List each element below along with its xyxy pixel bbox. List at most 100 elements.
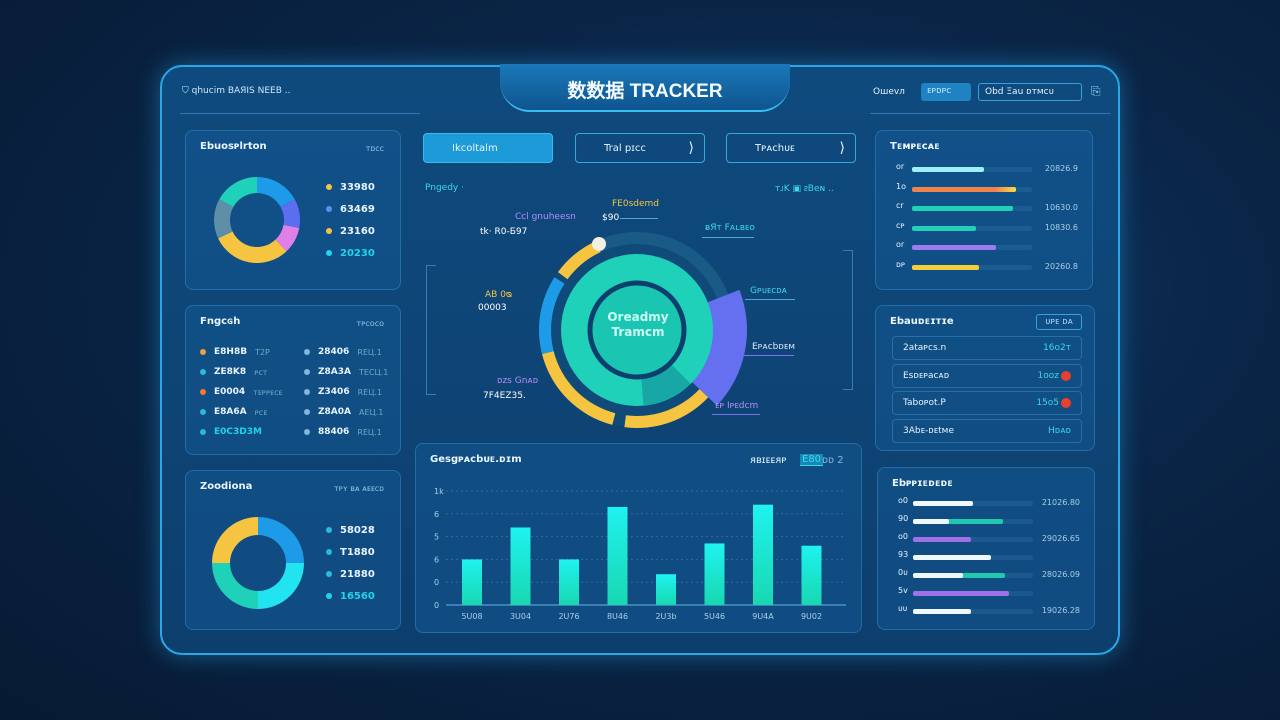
bullet-icon: [304, 349, 310, 355]
right-panel-bars-2: Ebᴘᴘɪᴇᴅᴇᴅᴇ ᴏ0 21026.80 90 ᴏ0 29026.65 93 0ᴜ 280…: [877, 467, 1095, 630]
ring-label-g-value: 00003: [478, 303, 507, 313]
tab-label: Tral pɪᴄᴄ: [604, 142, 646, 154]
bullet-icon: [304, 409, 310, 415]
leader-line: [702, 237, 754, 238]
item-meta: ᴘᴄᴇ: [254, 407, 268, 417]
tab-label: Tᴘᴀᴄhᴜᴇ: [755, 142, 795, 154]
list-item[interactable]: Z8A3A TECЦ.1: [304, 362, 388, 382]
center-chart-controls[interactable]: ᴛᴊK ▣ ᴤBeɴ ..: [775, 184, 834, 194]
list-item[interactable]: E8A6A ᴘᴄᴇ: [200, 402, 282, 422]
bar-fill: [913, 537, 971, 542]
bar-fill: [913, 609, 971, 614]
bar-fill: [912, 225, 976, 231]
panel-title: Zoodiona: [200, 481, 253, 492]
header-tab: [500, 64, 790, 112]
legend-dot-icon: [326, 228, 332, 234]
divider: [870, 113, 1110, 114]
list-row[interactable]: 2ataᴘcs.n 16o2ᴛ: [892, 336, 1082, 360]
bar: [704, 543, 725, 605]
filter-select[interactable]: E80: [800, 454, 824, 466]
tab-third[interactable]: Tᴘᴀᴄhᴜᴇ ⟩: [726, 133, 856, 163]
bullet-icon: [200, 429, 206, 435]
item-label: E0C3D3M: [214, 427, 262, 437]
page-title: 数数据 TRACKER: [567, 81, 723, 102]
ring-label-a-title: Ccl gnuheesn: [515, 212, 576, 222]
row-value: 16o2ᴛ: [1043, 343, 1071, 353]
panel-title: Ebuosᴘlrton: [200, 141, 267, 152]
alert-indicator-icon: [1061, 370, 1071, 381]
ring-label-g-title: AB 0ᴓ: [485, 290, 513, 300]
filter-extra[interactable]: ᴅᴅ 2: [822, 455, 844, 466]
filter-label: ᴙʙɪᴇᴇᴙᴘ: [750, 455, 787, 466]
panel-title: Ebauᴅᴇɪᴛɪe: [890, 316, 954, 327]
list-item[interactable]: E8H8B T2P: [200, 342, 282, 362]
legend-item: 23160: [326, 220, 375, 242]
item-label: 28406: [318, 347, 350, 357]
bar-row-value: 20260.8: [1044, 261, 1078, 271]
x-tick-label: 9U4A: [752, 612, 774, 621]
bar-row-value: 20826.9: [1044, 164, 1078, 173]
center-chart-title: Pngedy ·: [425, 183, 464, 193]
center-ring-chart: [539, 232, 747, 428]
tab-overview[interactable]: Ikcoltalm: [423, 133, 553, 163]
ring-label-c-title: ᴃЯᴛ Fᴀʟʙᴇᴏ: [705, 223, 755, 233]
list-item[interactable]: 28406 REЦ.1: [304, 342, 388, 362]
right-panel-bars: Tᴇᴍᴘᴇᴄᴀᴇ ᴏr 20826.9 1o ᴄr 10630.0 ᴄᴘ 10830.6 ᴏr…: [875, 130, 1093, 290]
bar: [607, 506, 628, 605]
list-item[interactable]: ZE8K8 ᴘᴄᴛ: [200, 362, 282, 382]
bar-row-label: ᴄᴘ: [896, 220, 905, 230]
panel-title: Fngcɢh: [200, 316, 241, 327]
leader-line: [712, 414, 760, 415]
list-row[interactable]: Esᴅᴇᴘaᴄᴀᴅ 1ᴏᴏᴢ: [892, 363, 1082, 388]
inner-slice: [641, 363, 691, 406]
list-item[interactable]: Z8A0A AEЦ.1: [304, 402, 388, 422]
item-meta: REЦ.1: [357, 427, 382, 437]
list-row[interactable]: Tabᴏᴘᴏt.P 15o5: [892, 391, 1082, 415]
legend-item: 20230: [326, 242, 375, 264]
legend-value: 23160: [340, 225, 375, 237]
item-meta: REЦ.1: [357, 347, 382, 357]
legend-dot-icon: [326, 184, 332, 190]
right-panel-button[interactable]: ᴜᴘᴇ ᴅᴀ: [1036, 314, 1082, 330]
right-panel-list: Ebauᴅᴇɪᴛɪe ᴜᴘᴇ ᴅᴀ 2ataᴘcs.n 16o2ᴛ Esᴅᴇᴘaᴄᴀ…: [875, 305, 1095, 451]
left-panel-distribution: Ebuosᴘlrton ᴛᴅᴄᴄ 33980 63469 23160 20230: [185, 130, 401, 290]
bar-row-value: 10630.0: [1044, 203, 1078, 212]
row-value: Hᴅᴀᴅ: [1048, 425, 1071, 436]
item-label: ZE8K8: [214, 367, 247, 377]
bullet-icon: [200, 389, 206, 395]
chevron-icon: ⟩: [839, 140, 845, 156]
bullet-icon: [200, 369, 206, 375]
legend-dot-icon: [326, 571, 332, 577]
bar-row-label: 5ᴠ: [898, 586, 908, 595]
row-label: Esᴅᴇᴘaᴄᴀᴅ: [903, 370, 950, 381]
list-row[interactable]: 3Abᴇ-ᴅᴇtᴍe Hᴅᴀᴅ: [892, 418, 1082, 443]
center-label-line-1: Oreadmy: [607, 310, 669, 324]
bar-row-value: 19026.28: [1041, 606, 1080, 615]
list-item[interactable]: E0004 ᴛᴇᴘᴘᴇᴄᴇ: [200, 382, 282, 402]
bar-fill: [912, 245, 996, 250]
donut-slice: [624, 389, 709, 428]
list-item[interactable]: E0C3D3M: [200, 422, 282, 442]
y-tick-label: 0: [434, 601, 439, 610]
legend-item: 63469: [326, 198, 375, 220]
item-label: E8A6A: [214, 407, 247, 417]
x-tick-label: 2U76: [558, 612, 579, 621]
list-item[interactable]: 88406 REЦ.1: [304, 422, 388, 442]
legend-value: 33980: [340, 181, 375, 193]
bar-track: [913, 609, 1033, 614]
left-panel-list: Fngcɢh ᴛᴘᴄᴏᴄᴏ E8H8B T2P ZE8K8 ᴘᴄᴛ E0004 ᴛᴇᴘᴘᴇ…: [185, 305, 401, 455]
header-search-field[interactable]: Obd Ξau ᴅᴛᴍᴄᴜ: [978, 83, 1082, 101]
legend-value: 58028: [340, 524, 375, 536]
list-item[interactable]: Z3406 REЦ.1: [304, 382, 388, 402]
x-tick-label: 5U08: [461, 612, 482, 621]
x-tick-label: 8U46: [607, 612, 628, 621]
item-label: 88406: [318, 427, 350, 437]
donut-slice: [595, 232, 729, 299]
primary-header-button[interactable]: ᴇᴘᴅᴘᴄ: [921, 83, 971, 101]
donut-slice: [219, 177, 257, 207]
bar-fill: [913, 555, 991, 560]
tab-second[interactable]: Tral pɪᴄᴄ ⟩: [575, 133, 705, 163]
logout-icon[interactable]: ⎘: [1091, 84, 1101, 98]
y-tick-label: 6: [434, 510, 439, 519]
tab-label: Ikcoltalm: [452, 142, 498, 154]
